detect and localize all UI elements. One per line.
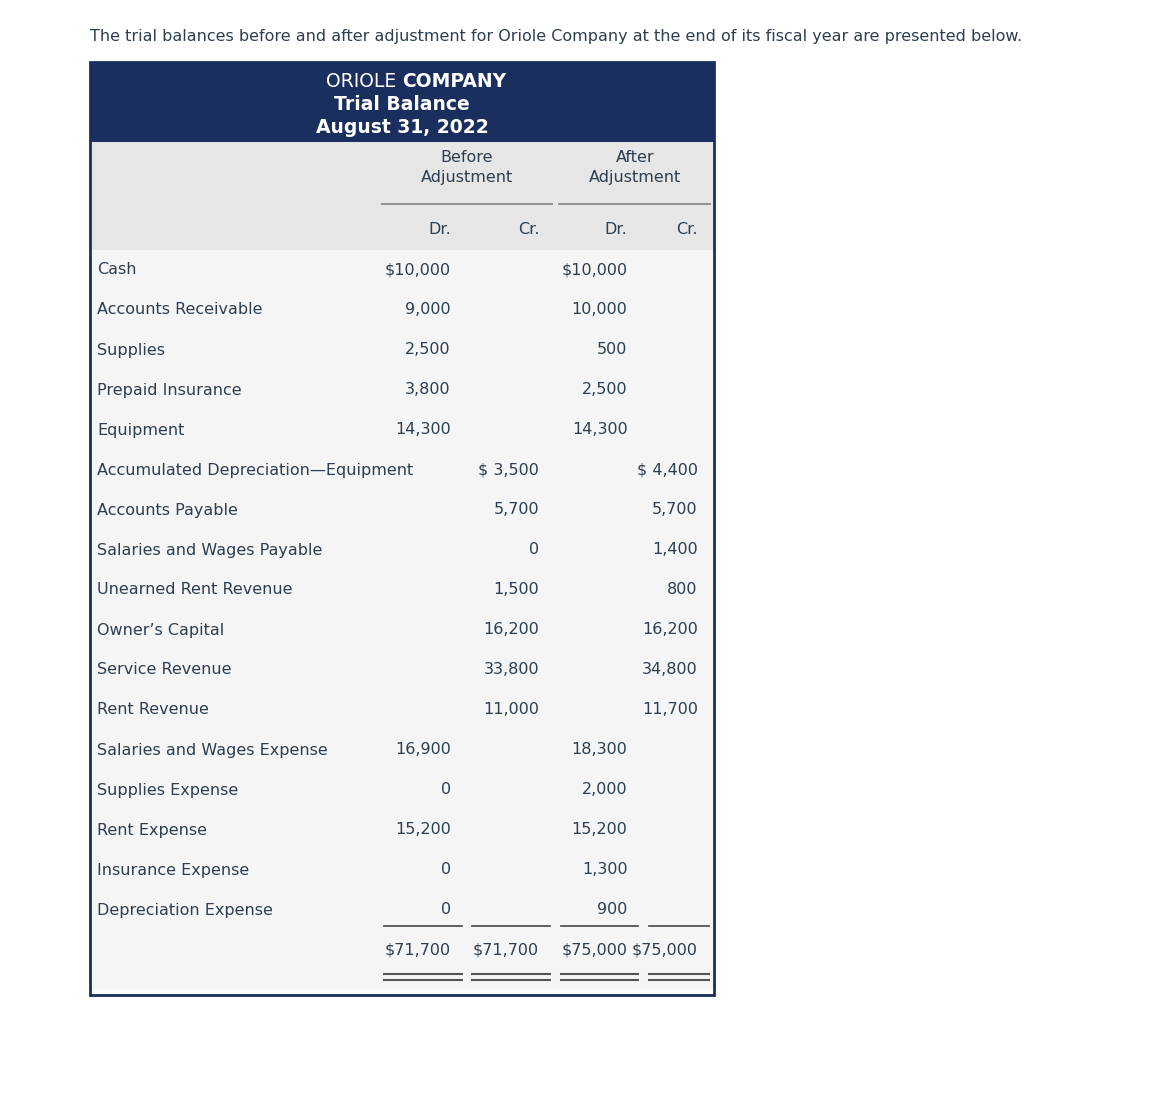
Text: Salaries and Wages Expense: Salaries and Wages Expense [97, 742, 328, 757]
Text: Dr.: Dr. [605, 222, 628, 238]
Bar [90, 490, 714, 530]
Text: Unearned Rent Revenue: Unearned Rent Revenue [97, 582, 292, 597]
Text: 14,300: 14,300 [572, 422, 628, 437]
Text: 0: 0 [440, 783, 451, 798]
Bar [90, 610, 714, 650]
Text: 2,500: 2,500 [581, 383, 628, 398]
Bar [90, 770, 714, 810]
Bar [90, 142, 714, 210]
Text: Salaries and Wages Payable: Salaries and Wages Payable [97, 543, 323, 558]
Bar [90, 62, 714, 142]
Text: Cr.: Cr. [676, 222, 698, 238]
Bar [90, 850, 714, 890]
Text: August 31, 2022: August 31, 2022 [316, 118, 489, 137]
Bar [90, 570, 714, 610]
Text: $ 4,400: $ 4,400 [637, 463, 698, 478]
Text: 900: 900 [598, 902, 628, 917]
Bar [90, 810, 714, 850]
Text: Service Revenue: Service Revenue [97, 662, 232, 677]
Text: Accumulated Depreciation—Equipment: Accumulated Depreciation—Equipment [97, 463, 414, 478]
Text: Dr.: Dr. [428, 222, 451, 238]
Text: 15,200: 15,200 [572, 822, 628, 837]
Text: Adjustment: Adjustment [588, 170, 681, 185]
Text: $75,000: $75,000 [632, 943, 698, 958]
Text: 16,200: 16,200 [483, 623, 539, 638]
Text: $10,000: $10,000 [562, 263, 628, 277]
Text: 11,000: 11,000 [483, 703, 539, 718]
Text: Insurance Expense: Insurance Expense [97, 863, 250, 878]
Text: 0: 0 [529, 543, 539, 558]
Text: Accounts Receivable: Accounts Receivable [97, 302, 262, 318]
Text: After: After [615, 150, 654, 165]
Text: Rent Expense: Rent Expense [97, 822, 207, 837]
Bar [90, 62, 714, 995]
Text: 500: 500 [598, 342, 628, 357]
Text: 2,000: 2,000 [581, 783, 628, 798]
Text: Cash: Cash [97, 263, 136, 277]
Text: Depreciation Expense: Depreciation Expense [97, 902, 273, 917]
Text: 0: 0 [440, 902, 451, 917]
Text: 2,500: 2,500 [406, 342, 451, 357]
Text: Owner’s Capital: Owner’s Capital [97, 623, 224, 638]
Text: $75,000: $75,000 [562, 943, 628, 958]
Bar [90, 690, 714, 730]
Text: 9,000: 9,000 [406, 302, 451, 318]
Text: 1,300: 1,300 [581, 863, 628, 878]
Text: 800: 800 [667, 582, 698, 597]
Bar [90, 890, 714, 931]
Text: $71,700: $71,700 [473, 943, 539, 958]
Text: 11,700: 11,700 [642, 703, 698, 718]
Text: 34,800: 34,800 [642, 662, 698, 677]
Text: COMPANY: COMPANY [402, 72, 506, 91]
Bar [90, 450, 714, 490]
Text: 1,500: 1,500 [494, 582, 539, 597]
Text: 5,700: 5,700 [652, 502, 698, 517]
Text: Adjustment: Adjustment [421, 170, 513, 185]
Text: 15,200: 15,200 [395, 822, 451, 837]
Text: 5,700: 5,700 [494, 502, 539, 517]
Text: $71,700: $71,700 [385, 943, 451, 958]
Bar [90, 250, 714, 290]
Text: 1,400: 1,400 [652, 543, 698, 558]
Bar [90, 370, 714, 410]
Text: Accounts Payable: Accounts Payable [97, 502, 238, 517]
Text: Before: Before [440, 150, 494, 165]
Bar [90, 330, 714, 370]
Text: 33,800: 33,800 [483, 662, 539, 677]
Bar [90, 530, 714, 570]
Text: Trial Balance: Trial Balance [334, 95, 470, 114]
Bar [90, 931, 714, 990]
Bar [90, 410, 714, 450]
Text: 3,800: 3,800 [406, 383, 451, 398]
Text: Prepaid Insurance: Prepaid Insurance [97, 383, 242, 398]
Text: 16,900: 16,900 [395, 742, 451, 757]
Text: 14,300: 14,300 [395, 422, 451, 437]
Text: Rent Revenue: Rent Revenue [97, 703, 209, 718]
Text: 18,300: 18,300 [572, 742, 628, 757]
Text: Cr.: Cr. [518, 222, 539, 238]
Bar [90, 650, 714, 690]
Text: The trial balances before and after adjustment for Oriole Company at the end of : The trial balances before and after adju… [90, 28, 1022, 44]
Text: 0: 0 [440, 863, 451, 878]
Text: 10,000: 10,000 [572, 302, 628, 318]
Bar [90, 290, 714, 330]
Text: 16,200: 16,200 [642, 623, 698, 638]
Text: Supplies: Supplies [97, 342, 165, 357]
Bar [90, 210, 714, 250]
Text: Supplies Expense: Supplies Expense [97, 783, 238, 798]
Text: Equipment: Equipment [97, 422, 185, 437]
Text: $ 3,500: $ 3,500 [479, 463, 539, 478]
Text: $10,000: $10,000 [385, 263, 451, 277]
Text: ORIOLE: ORIOLE [326, 72, 402, 91]
Bar [90, 730, 714, 770]
